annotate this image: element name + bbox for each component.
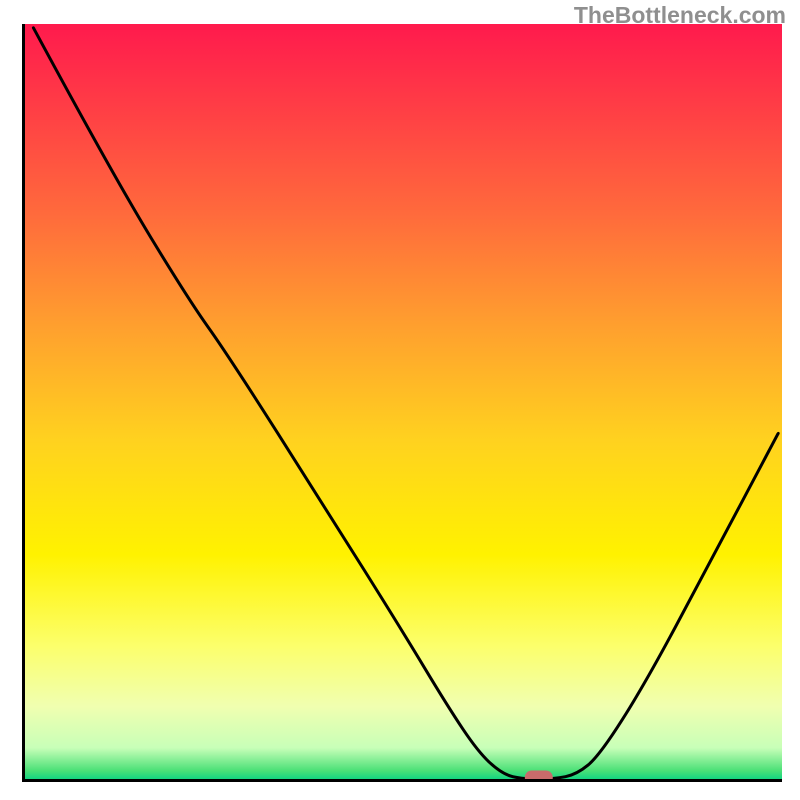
chart-container: TheBottleneck.com (0, 0, 800, 800)
bottleneck-curve (22, 24, 782, 782)
watermark-text: TheBottleneck.com (574, 2, 786, 29)
x-axis (22, 779, 782, 782)
plot-area (22, 24, 782, 782)
y-axis (22, 24, 25, 782)
